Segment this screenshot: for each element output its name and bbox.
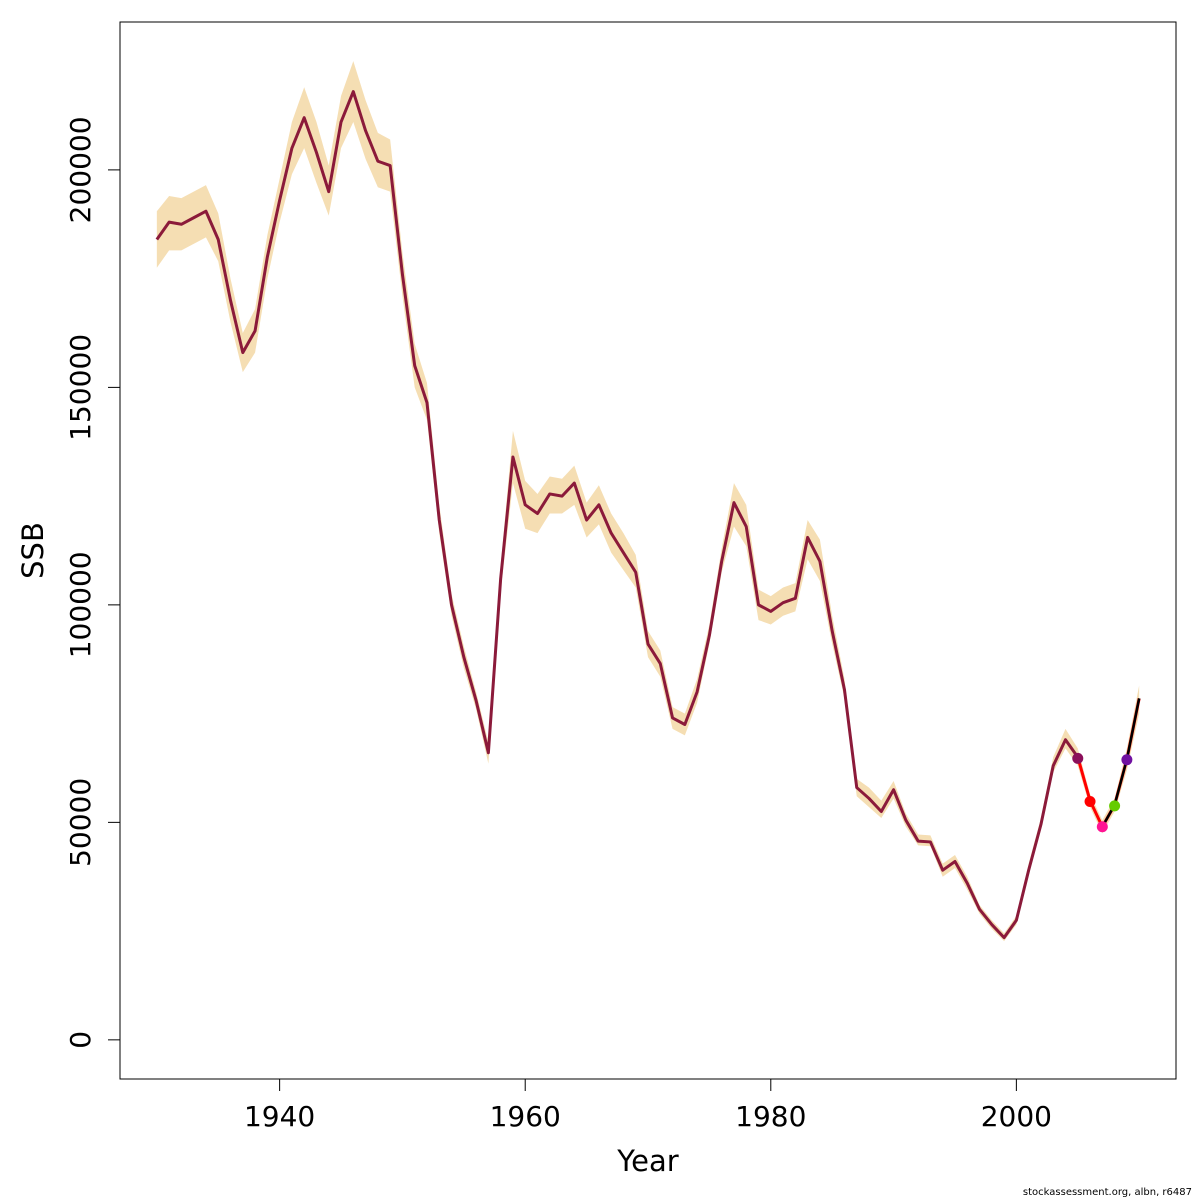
projection-points-layer bbox=[1072, 752, 1133, 833]
ssb-series-line bbox=[155, 90, 1079, 940]
y-tick-label: 0 bbox=[64, 1031, 97, 1049]
y-tick-label: 50000 bbox=[64, 778, 97, 867]
confidence-band bbox=[156, 61, 1078, 942]
x-axis-title: Year bbox=[616, 1144, 678, 1178]
x-tick-label: 1960 bbox=[490, 1100, 561, 1133]
x-axis: 1940 1960 1980 2000 bbox=[244, 1079, 1052, 1133]
y-axis-title: SSB bbox=[16, 522, 50, 579]
projection-point bbox=[1084, 795, 1096, 807]
x-tick-label: 2000 bbox=[981, 1100, 1052, 1133]
y-tick-label: 200000 bbox=[64, 116, 97, 223]
series-line-layer bbox=[155, 90, 1141, 940]
projection-point bbox=[1109, 800, 1121, 812]
source-caption: stockassessment.org, albn, r6487 bbox=[1022, 1187, 1192, 1198]
projection-line bbox=[1101, 698, 1141, 828]
y-tick-label: 150000 bbox=[64, 334, 97, 441]
x-tick-label: 1980 bbox=[735, 1100, 806, 1133]
y-tick-label: 100000 bbox=[64, 551, 97, 658]
y-axis: 0 50000 100000 150000 200000 bbox=[64, 116, 120, 1049]
confidence-band-layer bbox=[156, 61, 1140, 942]
x-tick-label: 1940 bbox=[244, 1100, 315, 1133]
plot-frame bbox=[119, 21, 1177, 1080]
projection-point bbox=[1121, 754, 1133, 766]
projection-point bbox=[1096, 821, 1108, 833]
projection-point bbox=[1072, 752, 1084, 764]
